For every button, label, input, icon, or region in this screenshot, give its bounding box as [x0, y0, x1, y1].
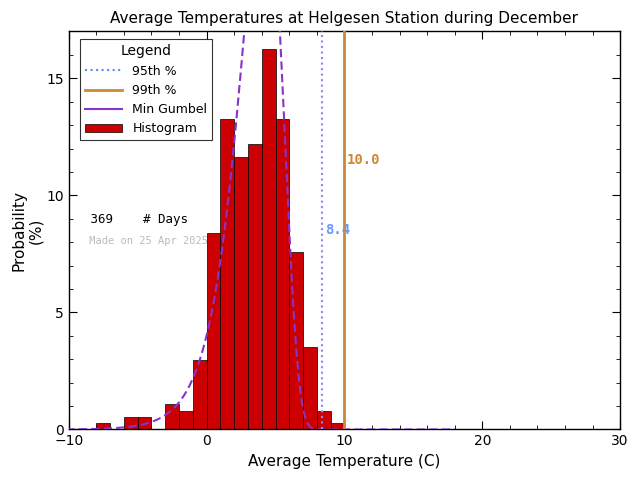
Bar: [124, 417, 138, 430]
X-axis label: Average Temperature (C): Average Temperature (C): [248, 454, 441, 469]
Text: 369    # Days: 369 # Days: [83, 213, 188, 226]
Bar: [248, 144, 262, 430]
Bar: [179, 410, 193, 430]
Bar: [234, 156, 248, 430]
Text: 8.4: 8.4: [325, 224, 350, 238]
Legend: 95th %, 99th %, Min Gumbel, Histogram: 95th %, 99th %, Min Gumbel, Histogram: [80, 39, 212, 141]
Bar: [262, 49, 276, 430]
Text: Made on 25 Apr 2025: Made on 25 Apr 2025: [83, 237, 207, 246]
Bar: [289, 252, 303, 430]
Bar: [138, 417, 152, 430]
Bar: [331, 423, 344, 430]
Y-axis label: Probability
(%): Probability (%): [11, 190, 44, 271]
Title: Average Temperatures at Helgesen Station during December: Average Temperatures at Helgesen Station…: [111, 11, 579, 26]
Bar: [207, 233, 220, 430]
Bar: [317, 410, 331, 430]
Bar: [165, 404, 179, 430]
Bar: [303, 347, 317, 430]
Bar: [276, 119, 289, 430]
Bar: [193, 360, 207, 430]
Text: 10.0: 10.0: [348, 153, 381, 167]
Bar: [97, 423, 110, 430]
Bar: [220, 119, 234, 430]
